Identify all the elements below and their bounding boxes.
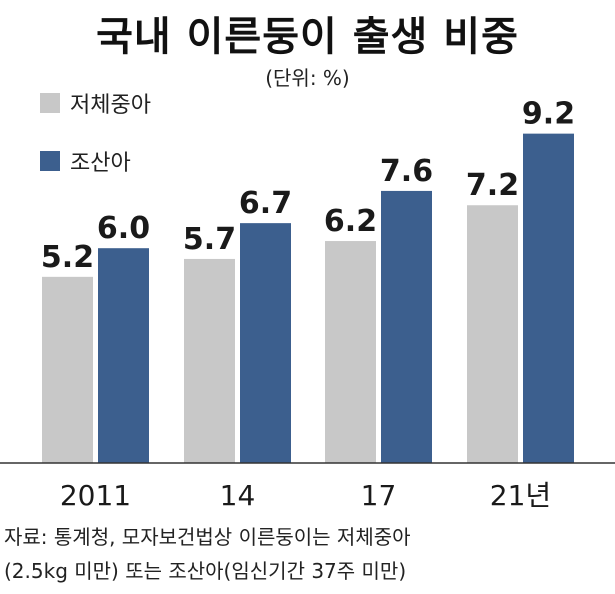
x-tick-label-3: 21년 <box>490 479 551 512</box>
value-label-low-birth-weight-0: 5.2 <box>41 240 94 275</box>
value-label-low-birth-weight-3: 7.2 <box>466 168 519 203</box>
value-label-premature-1: 6.7 <box>239 186 292 221</box>
bar-low-birth-weight-2 <box>325 241 376 463</box>
source-line-1: 자료: 통계청, 모자보건법상 이른둥이는 저체중아 <box>4 525 411 549</box>
x-tick-label-1: 14 <box>220 479 256 512</box>
legend-item-premature: 조산아 <box>40 146 151 176</box>
chart-title: 국내 이른둥이 출생 비중 <box>96 14 519 60</box>
value-label-low-birth-weight-2: 6.2 <box>324 204 377 239</box>
source-note: 자료: 통계청, 모자보건법상 이른둥이는 저체중아 (2.5kg 미만) 또는… <box>4 520 615 588</box>
bar-low-birth-weight-1 <box>184 258 235 463</box>
legend: 저체중아 조산아 <box>40 88 151 204</box>
bar-premature-0 <box>98 248 149 463</box>
bar-premature-3 <box>523 133 574 463</box>
value-label-premature-3: 9.2 <box>522 97 575 132</box>
legend-item-low-birth-weight: 저체중아 <box>40 88 151 118</box>
bar-chart: 5.26.0 2011 5.76.7 14 6.27.6 17 7.2 9.2 21년 <box>0 97 615 512</box>
bar-premature-1 <box>240 223 291 463</box>
value-label-premature-2: 7.6 <box>380 154 433 189</box>
x-tick-label-0: 2011 <box>60 479 131 512</box>
bar-low-birth-weight-0 <box>42 276 93 463</box>
unit-label: (단위: %) <box>265 66 350 90</box>
legend-label-low-birth-weight: 저체중아 <box>70 93 151 118</box>
legend-label-premature: 조산아 <box>70 151 131 176</box>
legend-swatch-low-birth-weight <box>40 93 60 113</box>
legend-swatch-premature <box>40 151 60 171</box>
bar-low-birth-weight-3 <box>467 205 518 464</box>
value-label-low-birth-weight-1: 5.7 <box>183 222 236 257</box>
value-label-premature-0: 6.0 <box>97 211 150 246</box>
x-tick-label-2: 17 <box>361 479 397 512</box>
source-line-2: (2.5kg 미만) 또는 조산아(임신기간 37주 미만) <box>4 559 407 583</box>
bar-premature-2 <box>381 190 432 464</box>
